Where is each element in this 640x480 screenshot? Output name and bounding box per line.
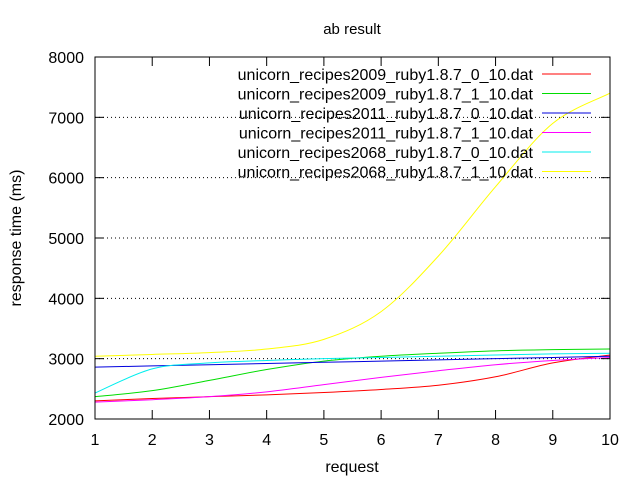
series-line-6	[94, 92, 611, 357]
legend-label: unicorn_recipes2068_ruby1.8.7_1_10.dat	[238, 165, 534, 182]
legend: unicorn_recipes2009_ruby1.8.7_0_10.datun…	[238, 67, 591, 182]
x-tick-label: 8	[491, 432, 500, 449]
legend-label: unicorn_recipes2011_ruby1.8.7_1_10.dat	[239, 126, 534, 143]
x-tick-label: 7	[434, 432, 443, 449]
x-tick-label: 10	[601, 432, 619, 449]
x-tick-label: 4	[262, 432, 271, 449]
series-lines	[94, 92, 611, 403]
legend-label: unicorn_recipes2011_ruby1.8.7_0_10.dat	[239, 106, 534, 123]
y-tick-label: 2000	[48, 412, 84, 429]
legend-label: unicorn_recipes2009_ruby1.8.7_0_10.dat	[238, 67, 534, 84]
y-axis-title: response time (ms)	[8, 170, 25, 307]
x-tick-label: 5	[319, 432, 328, 449]
series-line-1	[94, 354, 611, 402]
series-line-5	[94, 352, 611, 394]
legend-label: unicorn_recipes2068_ruby1.8.7_0_10.dat	[238, 145, 534, 162]
y-tick-label: 8000	[48, 50, 84, 67]
x-tick-label: 2	[148, 432, 157, 449]
x-tick-label: 1	[91, 432, 100, 449]
y-tick-label: 7000	[48, 110, 84, 127]
axis-ticks	[94, 56, 611, 420]
series-line-4	[94, 356, 611, 403]
y-tick-label: 5000	[48, 231, 84, 248]
series-line-3	[94, 355, 611, 368]
chart-title: ab result	[323, 21, 381, 38]
x-tick-label: 3	[205, 432, 214, 449]
x-tick-label: 6	[377, 432, 386, 449]
x-tick-labels: 1 2 3 4 5 6 7 8 9 10	[91, 432, 619, 449]
y-tick-labels: 2000 3000 4000 5000 6000 7000 8000	[48, 50, 84, 429]
series-line-2	[94, 348, 611, 398]
y-tick-label: 6000	[48, 171, 84, 188]
x-axis-title: request	[325, 459, 379, 476]
y-tick-label: 4000	[48, 291, 84, 308]
y-tick-label: 3000	[48, 352, 84, 369]
x-tick-label: 9	[548, 432, 557, 449]
legend-label: unicorn_recipes2009_ruby1.8.7_1_10.dat	[238, 87, 534, 104]
